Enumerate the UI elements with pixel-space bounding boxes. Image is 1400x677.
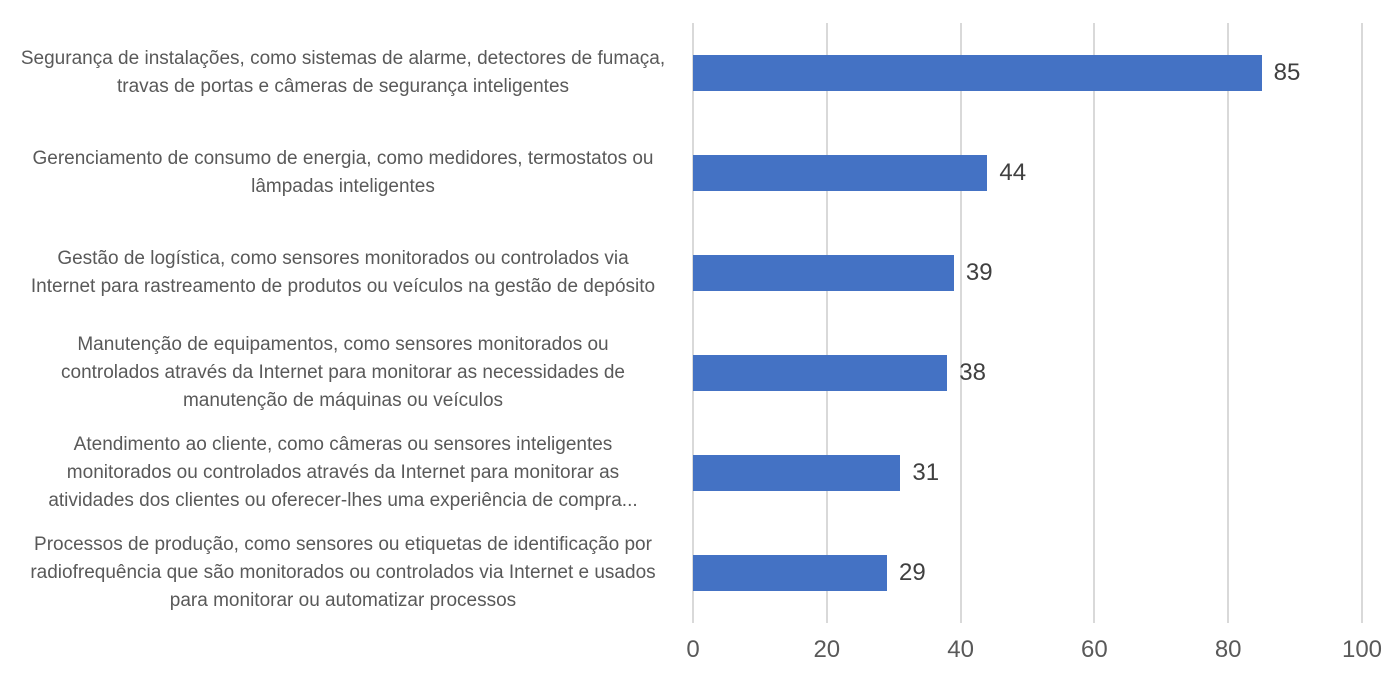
gridline (825, 23, 828, 623)
gridline (1227, 23, 1230, 623)
category-label: Gerenciamento de consumo de energia, com… (32, 148, 654, 197)
category-label: Segurança de instalações, como sistemas … (20, 48, 666, 97)
gridline (1093, 23, 1096, 623)
category-label: Gestão de logística, como sensores monit… (30, 248, 656, 297)
x-axis-tick-label: 100 (1341, 636, 1383, 663)
value-label: 85 (1273, 59, 1301, 86)
bar (693, 155, 988, 191)
category-label: Processos de produção, como sensores ou … (30, 534, 656, 611)
x-axis-tick-label: 0 (686, 636, 700, 663)
bar (693, 255, 954, 291)
bar (693, 355, 948, 391)
x-axis-tick-label: 20 (813, 636, 841, 663)
bar (693, 455, 901, 491)
category-label: Manutenção de equipamentos, como sensore… (61, 334, 625, 411)
value-label: 38 (959, 359, 986, 386)
bar (693, 55, 1262, 91)
x-axis-tick-label: 40 (947, 636, 974, 663)
value-label: 31 (912, 459, 940, 486)
value-label: 39 (965, 259, 993, 286)
value-label: 44 (999, 159, 1027, 186)
category-label: Atendimento ao cliente, como câmeras ou … (48, 434, 638, 511)
gridline (692, 23, 694, 623)
x-axis-tick-label: 60 (1081, 636, 1108, 663)
bar (693, 555, 887, 591)
x-axis-tick-label: 80 (1214, 636, 1242, 663)
gridline (959, 23, 962, 623)
gridline (1361, 23, 1363, 623)
value-label: 29 (899, 559, 926, 586)
